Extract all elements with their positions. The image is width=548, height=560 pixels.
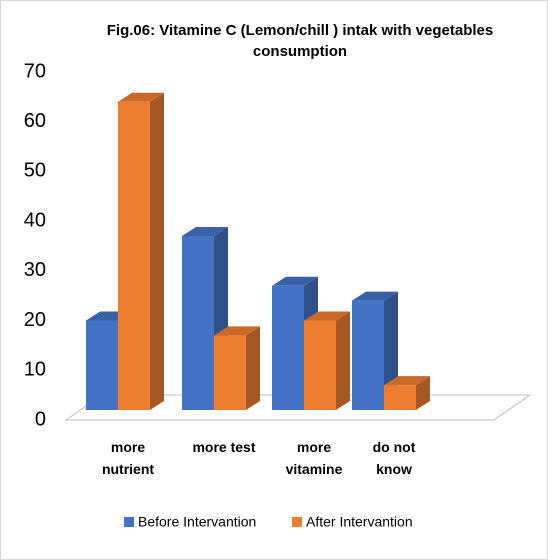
bar-face xyxy=(352,291,398,301)
y-tick-label: 20 xyxy=(24,309,46,331)
y-tick-label: 60 xyxy=(24,110,46,132)
y-tick-label: 40 xyxy=(24,209,46,231)
bar-face xyxy=(118,92,164,102)
bar-face xyxy=(150,92,164,411)
bar-face xyxy=(214,335,246,410)
bar xyxy=(118,92,164,411)
bar-face xyxy=(304,311,350,321)
bar-face xyxy=(384,376,430,386)
legend-label: After Intervantion xyxy=(306,514,413,530)
bar-face xyxy=(272,285,304,410)
x-tick-label: more test xyxy=(192,439,256,455)
y-tick-label: 30 xyxy=(24,259,46,281)
bar-face xyxy=(118,101,150,411)
y-tick-label: 10 xyxy=(24,359,46,381)
y-tick-label: 50 xyxy=(24,160,46,182)
chart-title: Fig.06: Vitamine C (Lemon/chill ) intak … xyxy=(106,22,494,60)
bar-face xyxy=(214,326,260,336)
bar-face xyxy=(304,320,336,410)
x-tick-label: do not know xyxy=(372,439,416,477)
bar-face xyxy=(182,227,228,236)
legend-swatch xyxy=(292,517,302,527)
bar xyxy=(304,311,350,410)
legend-swatch xyxy=(124,517,134,527)
bar-face xyxy=(272,276,318,286)
bar-face xyxy=(352,300,384,410)
bar-face xyxy=(246,326,260,410)
bar-face xyxy=(416,376,430,410)
bar-face xyxy=(384,385,416,410)
bar-face xyxy=(86,320,118,410)
bar-face xyxy=(336,311,350,410)
legend-label: Before Intervantion xyxy=(138,514,256,530)
bar-face xyxy=(182,236,214,410)
bar xyxy=(214,326,260,410)
bar xyxy=(384,376,430,410)
x-tick-label: more nutrient xyxy=(101,439,155,477)
y-tick-label: 70 xyxy=(24,60,46,82)
y-tick-label: 0 xyxy=(35,408,46,430)
x-tick-label: more vitamine xyxy=(285,439,343,477)
